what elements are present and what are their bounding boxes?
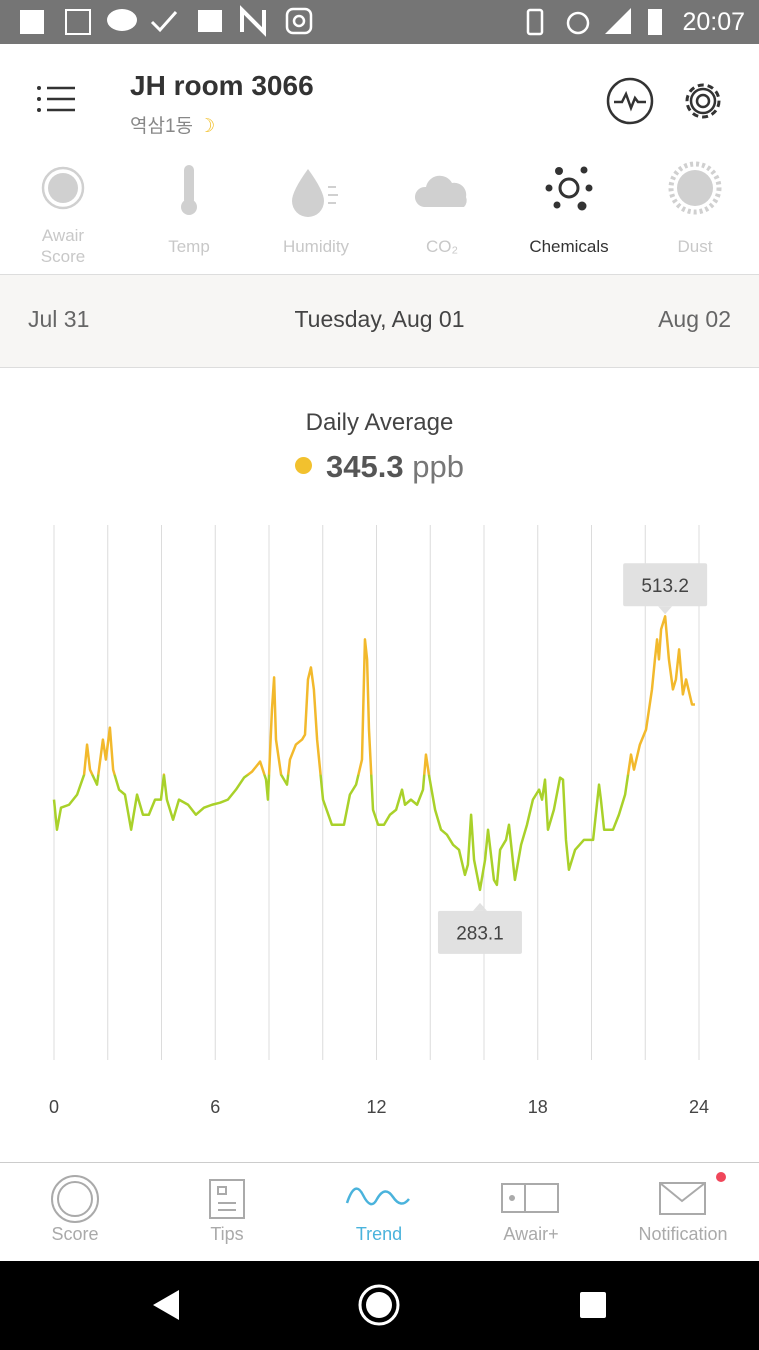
tab[interactable]: Awair Score — [8, 224, 118, 268]
nav-label[interactable]: Trend — [355, 1224, 403, 1244]
annotation-box — [623, 563, 708, 607]
co2-icon[interactable] — [414, 175, 467, 207]
tab-label: Temp — [168, 236, 210, 256]
app-icon — [107, 9, 137, 31]
x-tick-label: 0 — [49, 1097, 59, 1117]
current-date: Tuesday, Aug 01 — [294, 306, 465, 332]
tab-label: Humidity — [282, 236, 350, 256]
bottom-nav — [0, 1162, 759, 1262]
summary-label: Daily Average — [305, 409, 454, 436]
score-icon[interactable] — [41, 166, 85, 210]
bottom-nav-icons — [51, 1172, 726, 1223]
annotation-label: 513.2 — [641, 576, 689, 597]
annotation-box — [437, 910, 522, 954]
chart: 0 6 12 18 24 513.2 283.1 — [49, 525, 709, 1117]
temp-icon[interactable] — [181, 165, 197, 215]
app-icon — [20, 10, 44, 34]
x-tick-label: 12 — [366, 1097, 386, 1117]
signal-icon — [605, 8, 631, 34]
location-text: 역삼1동 — [130, 116, 194, 137]
dust-icon[interactable] — [668, 161, 722, 215]
humidity-icon[interactable] — [292, 169, 338, 217]
clock: 20:07 — [682, 8, 745, 36]
summary-unit: ppb — [412, 449, 464, 484]
tips-nav-icon[interactable] — [209, 1179, 245, 1219]
tab-label: Awair Score — [40, 226, 86, 266]
home-button[interactable] — [358, 1284, 400, 1326]
tab[interactable]: Chemicals — [514, 224, 624, 268]
health-button[interactable] — [606, 77, 654, 125]
battery-icon — [648, 9, 662, 35]
annotation-pointer — [658, 606, 673, 615]
summary-dot — [295, 457, 313, 475]
system-nav-bar — [0, 1261, 759, 1350]
notification-badge — [716, 1172, 726, 1182]
chemicals-icon[interactable] — [545, 166, 593, 211]
x-tick-label: 6 — [210, 1097, 220, 1117]
data-line — [52, 615, 695, 892]
app-icon — [150, 11, 178, 33]
awair-plus-nav-icon[interactable] — [501, 1183, 559, 1213]
night-icon: ☽ — [198, 116, 216, 137]
app-icon — [198, 10, 222, 32]
room-location: 역삼1동 ☽ — [130, 111, 215, 138]
system-icons — [526, 8, 662, 36]
notification-nav-icon[interactable] — [659, 1182, 706, 1215]
nav-label[interactable]: Awair+ — [503, 1224, 559, 1244]
recents-button[interactable] — [580, 1292, 606, 1318]
summary-value: 345.3 — [326, 449, 404, 484]
nav-label[interactable]: Score — [51, 1224, 99, 1244]
settings-button[interactable] — [685, 83, 721, 119]
tab-label: CO₂ — [425, 236, 459, 256]
header-actions — [606, 77, 721, 125]
trend-nav-icon[interactable] — [345, 1187, 410, 1206]
alarm-icon — [566, 11, 590, 35]
x-tick-label: 24 — [689, 1097, 709, 1117]
x-tick-label: 18 — [528, 1097, 548, 1117]
nav-label[interactable]: Notification — [638, 1224, 728, 1244]
tab-label: Dust — [677, 236, 713, 256]
prev-date[interactable]: Jul 31 — [28, 306, 90, 332]
annotation-label: 283.1 — [456, 923, 504, 944]
annotation-pointer — [472, 902, 487, 911]
next-date[interactable]: Aug 02 — [658, 306, 731, 332]
app-icon — [285, 7, 313, 35]
tab-icons — [41, 161, 722, 217]
score-nav-icon[interactable] — [51, 1175, 99, 1223]
status-bar: 20:07 — [0, 0, 759, 44]
app-icon — [292, 14, 306, 28]
room-title: JH room 3066 — [130, 70, 314, 101]
status-icons — [20, 5, 313, 37]
vibrate-icon — [526, 8, 544, 36]
nav-label[interactable]: Tips — [210, 1224, 244, 1244]
menu-button[interactable] — [30, 80, 80, 120]
back-button[interactable] — [153, 1290, 179, 1320]
tab[interactable]: Temp — [134, 224, 244, 268]
tab[interactable]: CO₂ — [387, 224, 497, 268]
tab-label: Chemicals — [529, 236, 609, 256]
tab[interactable]: Dust — [640, 224, 750, 268]
tab[interactable]: Humidity — [261, 224, 371, 268]
date-navigator — [0, 274, 759, 368]
summary-row: 345.3 ppb — [0, 449, 759, 485]
app-icon — [65, 9, 91, 35]
app-icon — [240, 5, 266, 37]
